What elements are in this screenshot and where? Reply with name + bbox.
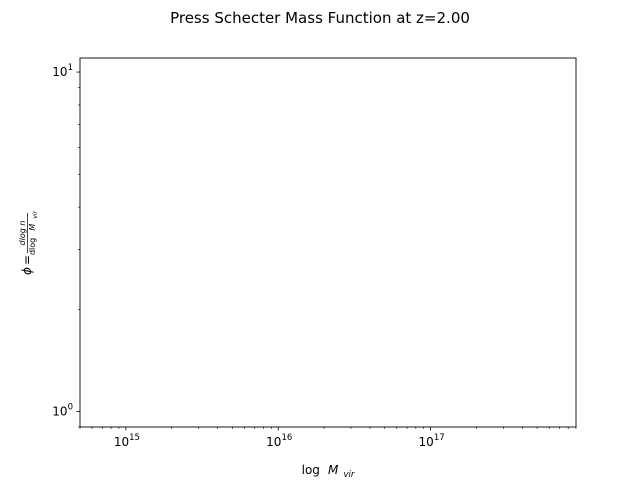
y-axis-label: ϕ = dlog n dlog M vir	[18, 210, 39, 275]
x-tick-label-base: 10	[114, 435, 129, 449]
y-tick-label: 101	[52, 63, 73, 79]
x-tick-label: 1016	[266, 433, 292, 449]
x-axis-label: log M vir	[302, 459, 355, 480]
x-tick-label: 1017	[419, 433, 445, 449]
x-tick-label-exponent: 17	[434, 433, 445, 443]
y-axis-label-symbol: ϕ	[20, 267, 34, 275]
y-tick-label-base: 10	[52, 65, 67, 79]
x-axis-label-symbol: M	[328, 463, 339, 477]
y-axis-label-numerator: dlog n	[18, 221, 27, 246]
x-axis-label-prefix: log	[302, 463, 320, 477]
y-axis-label-denominator: dlog M vir	[20, 210, 39, 255]
y-axis-label-equals: =	[20, 255, 34, 265]
x-tick-label-exponent: 15	[129, 433, 140, 443]
plot-area-frame	[79, 57, 577, 428]
chart-title: Press Schecter Mass Function at z=2.00	[170, 9, 470, 27]
x-tick-label: 1015	[114, 433, 140, 449]
y-tick-label-exponent: 0	[68, 402, 73, 412]
y-axis-label-denominator-symbol: M	[28, 224, 37, 231]
y-axis-label-denominator-prefix: dlog	[28, 238, 37, 255]
x-tick-label-base: 10	[419, 435, 434, 449]
y-tick-label-base: 10	[52, 404, 67, 418]
x-tick-label-base: 10	[266, 435, 281, 449]
y-axis-label-denominator-subscript: vir	[32, 210, 39, 218]
x-tick-label-exponent: 16	[281, 433, 292, 443]
y-tick-label: 100	[52, 402, 73, 418]
x-axis-label-subscript: vir	[343, 470, 354, 480]
y-tick-label-exponent: 1	[68, 63, 73, 73]
x-axis-ticks: 1015 1016 1017	[79, 427, 577, 449]
